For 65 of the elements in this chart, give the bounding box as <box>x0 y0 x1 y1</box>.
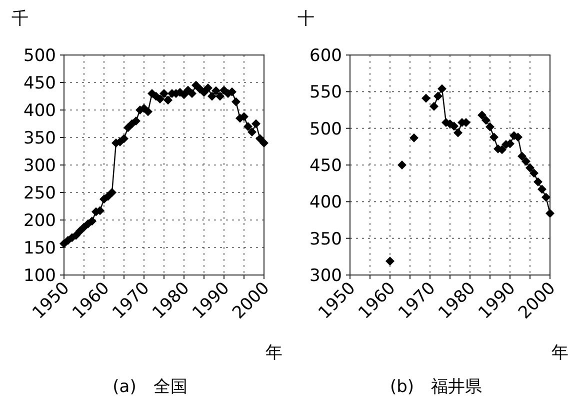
point <box>260 138 268 148</box>
x-axis-title: 年 <box>266 343 282 363</box>
point <box>252 119 260 128</box>
y-tick-label: 350 <box>310 229 342 250</box>
point <box>244 122 252 131</box>
point <box>104 192 112 201</box>
x-axis-title: 年 <box>552 343 568 363</box>
point <box>386 256 394 266</box>
point <box>164 96 172 105</box>
point <box>526 163 534 172</box>
point <box>216 92 224 101</box>
y-tick-label: 300 <box>24 156 56 176</box>
point <box>256 134 264 144</box>
y-tick-label: 600 <box>310 46 342 66</box>
point <box>144 107 152 116</box>
text: (b) 福井県 <box>390 377 482 397</box>
point <box>534 177 542 186</box>
point <box>430 102 438 111</box>
point <box>530 168 538 178</box>
point <box>120 134 128 144</box>
point <box>398 160 406 170</box>
y-axis-title: 千 <box>12 9 28 29</box>
point <box>72 230 80 240</box>
y-axis-title: 十 <box>298 9 314 29</box>
y-tick-label: 500 <box>24 46 56 66</box>
y-tick-label: 450 <box>310 156 342 176</box>
point <box>208 92 216 101</box>
point <box>212 86 220 96</box>
point <box>454 128 462 138</box>
point <box>108 188 116 197</box>
point <box>188 89 196 98</box>
y-tick-label: 500 <box>310 119 342 140</box>
point <box>422 94 430 103</box>
point <box>156 94 164 104</box>
point <box>538 184 546 194</box>
point <box>410 133 418 142</box>
point <box>546 208 554 218</box>
point <box>518 152 526 161</box>
point <box>232 97 240 106</box>
y-tick-label: 100 <box>24 266 56 286</box>
point <box>486 122 494 132</box>
y-tick-label: 450 <box>24 74 56 94</box>
point <box>434 92 442 101</box>
y-tick-label: 250 <box>24 184 56 204</box>
point <box>180 90 188 100</box>
y-tick-label: 350 <box>24 128 56 148</box>
point <box>490 132 498 142</box>
point <box>200 88 208 97</box>
point <box>88 216 96 226</box>
y-tick-label: 150 <box>24 238 56 258</box>
point <box>482 116 490 125</box>
text: (a) 全国 <box>112 377 188 397</box>
point <box>542 192 550 202</box>
y-tick-label: 200 <box>24 211 56 231</box>
point <box>478 110 486 120</box>
y-tick-label: 550 <box>310 82 342 103</box>
y-tick-label: 400 <box>24 101 56 121</box>
point <box>204 84 212 92</box>
y-tick-label: 300 <box>310 266 342 286</box>
point <box>248 128 256 136</box>
y-tick-label: 400 <box>310 192 342 213</box>
point <box>522 156 530 166</box>
point <box>438 84 446 94</box>
point <box>160 89 168 98</box>
point <box>132 116 140 126</box>
